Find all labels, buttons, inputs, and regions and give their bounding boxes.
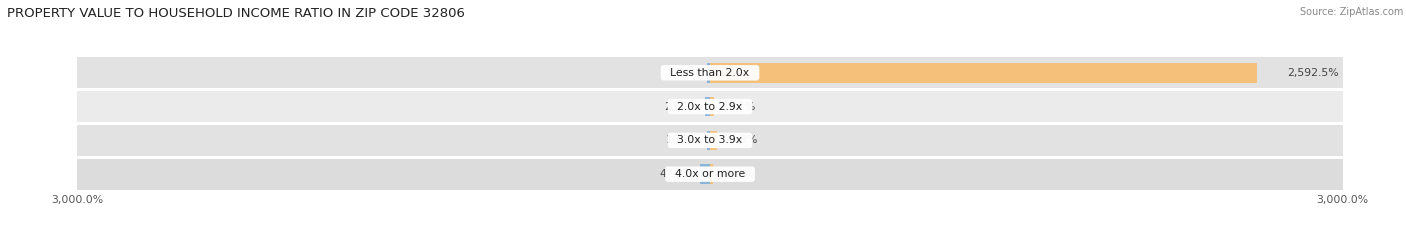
Text: 21.1%: 21.1% (721, 102, 755, 112)
Text: 47.2%: 47.2% (659, 169, 693, 179)
Bar (77, 125, 1343, 156)
Text: 16.7%: 16.7% (666, 135, 700, 145)
Text: PROPERTY VALUE TO HOUSEHOLD INCOME RATIO IN ZIP CODE 32806: PROPERTY VALUE TO HOUSEHOLD INCOME RATIO… (7, 7, 465, 20)
Bar (710, 63, 1257, 83)
Bar (77, 159, 1343, 190)
Bar (710, 97, 714, 116)
Text: 3.0x to 3.9x: 3.0x to 3.9x (671, 135, 749, 145)
Bar (707, 63, 710, 83)
Text: 4.0x or more: 4.0x or more (668, 169, 752, 179)
Text: Source: ZipAtlas.com: Source: ZipAtlas.com (1299, 7, 1403, 17)
Bar (710, 164, 713, 184)
Bar (77, 57, 1343, 88)
Bar (706, 130, 710, 150)
Text: 23.7%: 23.7% (664, 102, 699, 112)
Text: 34.8%: 34.8% (724, 135, 758, 145)
Text: 12.4%: 12.4% (666, 68, 702, 78)
Text: 2.0x to 2.9x: 2.0x to 2.9x (671, 102, 749, 112)
Bar (77, 91, 1343, 122)
Bar (710, 130, 717, 150)
Bar (700, 164, 710, 184)
Text: Less than 2.0x: Less than 2.0x (664, 68, 756, 78)
Bar (704, 97, 710, 116)
Text: 2,592.5%: 2,592.5% (1286, 68, 1339, 78)
Text: 14.4%: 14.4% (720, 169, 754, 179)
